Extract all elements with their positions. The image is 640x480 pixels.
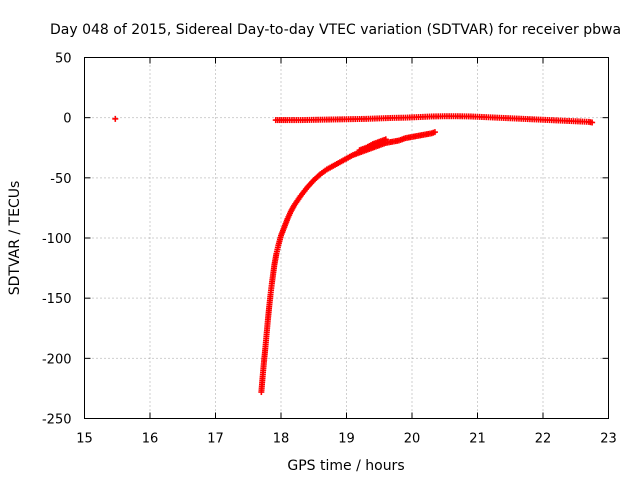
y-tick-label: -200 bbox=[42, 352, 72, 367]
chart-title: Day 048 of 2015, Sidereal Day-to-day VTE… bbox=[50, 22, 621, 38]
x-tick-label: 20 bbox=[404, 432, 421, 447]
x-tick-label: 18 bbox=[273, 432, 290, 447]
x-tick-label: 17 bbox=[207, 432, 224, 447]
x-tick-label: 15 bbox=[76, 432, 93, 447]
x-tick-label: 19 bbox=[338, 432, 355, 447]
y-tick-label: -50 bbox=[50, 172, 71, 187]
x-axis-title: GPS time / hours bbox=[287, 458, 404, 474]
data-point bbox=[112, 115, 119, 122]
y-tick-label: -150 bbox=[42, 292, 72, 307]
y-tick-label: 50 bbox=[55, 52, 72, 67]
x-tick-labels: 15 16 17 18 19 20 21 22 23 bbox=[76, 432, 617, 447]
x-tick-label: 22 bbox=[535, 432, 552, 447]
data-point bbox=[589, 119, 596, 126]
y-tick-label: -250 bbox=[42, 413, 72, 428]
y-tick-label: -100 bbox=[42, 232, 72, 247]
data-points bbox=[112, 113, 596, 396]
y-tick-label: 0 bbox=[63, 112, 71, 127]
x-tick-label: 23 bbox=[600, 432, 617, 447]
grid-lines bbox=[84, 57, 609, 419]
plot-frame bbox=[84, 57, 609, 419]
y-tick-labels: -250 -200 -150 -100 -50 0 50 bbox=[42, 52, 72, 428]
data-point bbox=[431, 129, 438, 136]
x-tick-label: 21 bbox=[469, 432, 486, 447]
x-tick-label: 16 bbox=[142, 432, 159, 447]
data-point bbox=[382, 136, 389, 143]
y-axis-title: SDTVAR / TECUs bbox=[7, 181, 23, 296]
